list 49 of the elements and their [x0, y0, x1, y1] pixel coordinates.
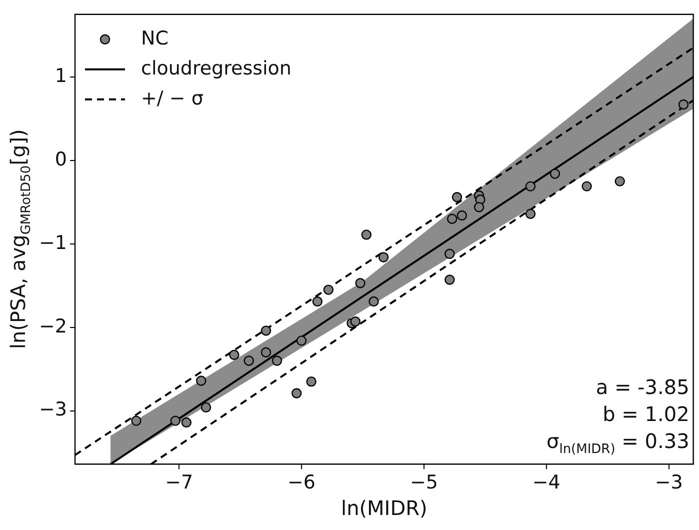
annotation: a = -3.85 — [596, 375, 690, 400]
y-tick-label: −3 — [38, 398, 68, 421]
point — [181, 417, 192, 428]
point — [200, 402, 212, 413]
point — [292, 388, 302, 398]
y-tick-label: −1 — [38, 232, 68, 254]
point — [323, 284, 334, 295]
point — [678, 99, 689, 110]
point — [170, 416, 181, 426]
point — [272, 356, 282, 366]
point — [361, 230, 372, 240]
x-tick-label: −3 — [654, 472, 683, 494]
point — [131, 416, 142, 426]
point — [260, 347, 272, 358]
point — [306, 376, 316, 387]
point — [447, 214, 458, 224]
legend-label: cloudregression — [141, 57, 292, 80]
point — [312, 296, 323, 307]
legend-label: NC — [141, 27, 168, 50]
point — [260, 326, 272, 336]
point — [582, 181, 592, 192]
x-axis-title: ln(MIDR) — [341, 496, 428, 520]
y-tick-label: 1 — [54, 64, 68, 87]
point — [550, 168, 560, 179]
point — [456, 210, 467, 221]
x-tick-label: −4 — [532, 472, 560, 494]
point — [525, 181, 536, 192]
x-tick-label: −7 — [165, 472, 194, 494]
annotation: σ$_{ln(MIDR)}$ = 0.33 — [546, 429, 690, 460]
point — [350, 316, 360, 327]
x-tick-label: −5 — [410, 472, 438, 494]
point — [229, 350, 240, 360]
y-tick-label: −2 — [38, 315, 68, 338]
legend-label: +/ − σ — [141, 87, 204, 110]
point — [444, 274, 455, 285]
point — [378, 252, 389, 262]
point — [525, 208, 536, 219]
point — [444, 248, 455, 260]
point — [614, 176, 625, 186]
point — [296, 336, 307, 346]
point — [196, 376, 206, 386]
annotation: b = 1.02 — [602, 402, 690, 426]
point — [452, 192, 462, 202]
point — [368, 296, 379, 307]
point — [474, 202, 484, 212]
x-tick-label: −6 — [288, 472, 316, 494]
y-tick-label: 0 — [54, 148, 68, 170]
point — [244, 356, 254, 366]
point — [355, 278, 366, 288]
